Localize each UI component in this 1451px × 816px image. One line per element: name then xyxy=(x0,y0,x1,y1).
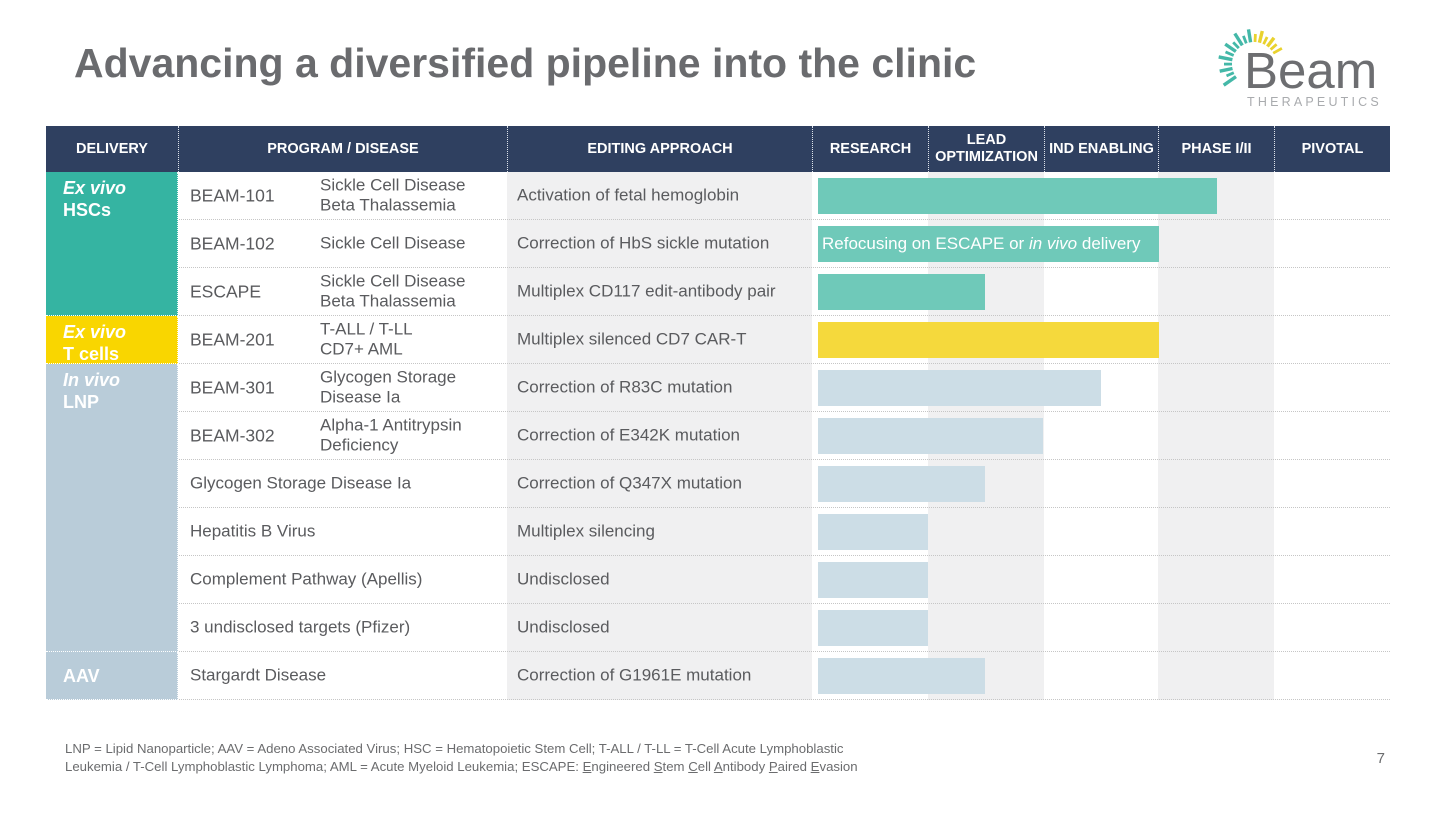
column-stripe-phase xyxy=(1158,172,1274,700)
stage-progress-bar xyxy=(818,562,928,598)
header-cell: IND ENABLING xyxy=(1044,126,1158,172)
disease-name: Sickle Cell Disease xyxy=(320,233,466,253)
page-number: 7 xyxy=(1376,750,1385,767)
footnote-line1: LNP = Lipid Nanoparticle; AAV = Adeno As… xyxy=(65,741,844,756)
disease-name: Glycogen Storage Disease Ia xyxy=(190,473,412,493)
stage-progress-bar xyxy=(818,322,1159,358)
header-cell: LEAD OPTIMIZATION xyxy=(928,126,1044,172)
stage-progress-bar xyxy=(818,274,985,310)
delivery-group: Ex vivo HSCs xyxy=(46,172,178,316)
header-cell: PHASE I/II xyxy=(1158,126,1274,172)
disease-name: Stargardt Disease xyxy=(190,665,327,685)
program-name: BEAM-301 xyxy=(190,376,275,397)
disease-name: Sickle Cell Disease Beta Thalassemia xyxy=(320,174,466,215)
stage-progress-bar xyxy=(818,466,985,502)
editing-approach: Correction of G1961E mutation xyxy=(517,665,752,685)
table-row: BEAM-101 Sickle Cell Disease Beta Thalasse… xyxy=(46,172,1390,220)
header-cell: PROGRAM / DISEASE xyxy=(178,126,507,172)
disease-name: Hepatitis B Virus xyxy=(190,521,316,541)
delivery-group: AAV xyxy=(46,652,178,700)
editing-approach: Undisclosed xyxy=(517,617,610,637)
program-name: ESCAPE xyxy=(190,280,261,301)
stage-progress-bar xyxy=(818,658,985,694)
beam-therapeutics-logo: Beam THERAPEUTICS xyxy=(1218,29,1382,109)
table-row: Stargardt Disease Correction of G1961E mu… xyxy=(46,652,1390,700)
table-row: BEAM-301 Glycogen Storage Disease Ia Correc… xyxy=(46,364,1390,412)
disease-name: Complement Pathway (Apellis) xyxy=(190,569,423,589)
header-cell: RESEARCH xyxy=(812,126,928,172)
table-row: Complement Pathway (Apellis) Undisclosed xyxy=(46,556,1390,604)
table-body: BEAM-101 Sickle Cell Disease Beta Thalasse… xyxy=(46,172,1390,700)
column-stripe-editing xyxy=(507,172,812,700)
table-row: Hepatitis B Virus Multiplex silencing xyxy=(46,508,1390,556)
program-name: BEAM-302 xyxy=(190,424,275,445)
page-title: Advancing a diversified pipeline into th… xyxy=(74,40,977,86)
editing-approach: Correction of E342K mutation xyxy=(517,425,741,445)
header-cell: PIVOTAL xyxy=(1274,126,1390,172)
program-name: BEAM-102 xyxy=(190,232,275,253)
stage-progress-bar xyxy=(818,418,1043,454)
table-row: BEAM-102 Sickle Cell Disease Correction of… xyxy=(46,220,1390,268)
program-name: BEAM-101 xyxy=(190,184,275,205)
stage-progress-bar: Refocusing on ESCAPE or in vivo delivery xyxy=(818,226,1159,262)
brand-subtitle: THERAPEUTICS xyxy=(1247,95,1382,109)
table-row: BEAM-302 Alpha-1 Antitrypsin Deficiency Cor… xyxy=(46,412,1390,460)
delivery-group: In vivo LNP xyxy=(46,364,178,652)
editing-approach: Activation of fetal hemoglobin xyxy=(517,185,740,205)
disease-name: Sickle Cell Disease Beta Thalassemia xyxy=(320,270,466,311)
disease-name: Alpha-1 Antitrypsin Deficiency xyxy=(320,414,462,455)
editing-approach: Undisclosed xyxy=(517,569,610,589)
table-row: 3 undisclosed targets (Pfizer) Undisclose… xyxy=(46,604,1390,652)
header-row: DELIVERY PROGRAM / DISEASE EDITING APPROAC… xyxy=(46,126,1390,172)
brand-name: Beam xyxy=(1244,42,1377,99)
stage-progress-bar xyxy=(818,610,928,646)
editing-approach: Multiplex silencing xyxy=(517,521,655,541)
program-name: BEAM-201 xyxy=(190,328,275,349)
disease-name: Glycogen Storage Disease Ia xyxy=(320,366,457,407)
footnote: LNP = Lipid Nanoparticle; AAV = Adeno As… xyxy=(65,740,945,776)
editing-approach: Multiplex silenced CD7 CAR-T xyxy=(517,329,747,349)
header-cell: EDITING APPROACH xyxy=(507,126,812,172)
editing-approach: Correction of Q347X mutation xyxy=(517,473,742,493)
stage-progress-bar xyxy=(818,370,1101,406)
delivery-group: Ex vivo T cells xyxy=(46,316,178,364)
table-row: BEAM-201 T-ALL / T-LL CD7+ AML Multiplex si… xyxy=(46,316,1390,364)
footnote-line2: Leukemia / T-Cell Lymphoblastic Lymphoma… xyxy=(65,759,858,775)
table-row: ESCAPE Sickle Cell Disease Beta Thalassemi… xyxy=(46,268,1390,316)
bar-label: Refocusing on ESCAPE or in vivo delivery xyxy=(822,234,1141,253)
editing-approach: Multiplex CD117 edit-antibody pair xyxy=(517,281,776,301)
stage-progress-bar xyxy=(818,178,1217,214)
disease-name: T-ALL / T-LL CD7+ AML xyxy=(320,318,413,359)
table-row: Glycogen Storage Disease Ia Correction of… xyxy=(46,460,1390,508)
stage-progress-bar xyxy=(818,514,928,550)
disease-name: 3 undisclosed targets (Pfizer) xyxy=(190,617,411,637)
editing-approach: Correction of R83C mutation xyxy=(517,377,733,397)
pipeline-table: DELIVERY PROGRAM / DISEASE EDITING APPROAC… xyxy=(46,126,1390,700)
sunburst-icon xyxy=(1218,29,1283,87)
editing-approach: Correction of HbS sickle mutation xyxy=(517,233,770,253)
header-cell: DELIVERY xyxy=(76,140,148,157)
